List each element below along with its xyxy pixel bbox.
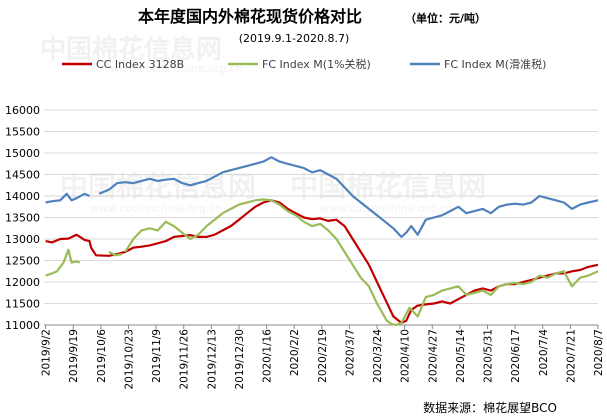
watermark-mid-url: www.cottonchina.org.cn — [90, 202, 222, 215]
series-line-3 — [45, 192, 90, 204]
x-tick-label: 2020/5/14 — [455, 329, 467, 383]
series-lines — [45, 156, 599, 327]
watermark-mid: 中国棉花信息网 — [60, 170, 256, 203]
watermark-right-url: www.cottonchina.org.cn — [320, 202, 452, 215]
chart-title: 本年度国内外棉花现货价格对比 — [138, 7, 362, 26]
x-tick-label: 2019/9/2 — [41, 329, 53, 376]
y-tick-label: 12500 — [5, 255, 40, 268]
series-line-3 — [98, 156, 599, 238]
series-line-2 — [45, 248, 81, 277]
y-tick-label: 16000 — [5, 104, 40, 117]
legend-label-1: CC Index 3128B — [96, 58, 184, 71]
x-tick-label: 2020/7/4 — [538, 329, 550, 376]
legend-label-3: FC Index M(滑准税) — [444, 57, 546, 71]
x-tick-label: 2019/11/9 — [151, 329, 163, 383]
y-tick-label: 14000 — [5, 190, 40, 203]
series-line-2 — [108, 250, 123, 257]
y-tick-label: 15000 — [5, 147, 40, 160]
x-tick-label: 2020/2/2 — [289, 329, 301, 376]
y-tick-label: 11000 — [5, 319, 40, 332]
y-tick-label: 13000 — [5, 233, 40, 246]
legend-label-2: FC Index M(1%关税) — [262, 57, 371, 71]
watermark-right: 中国棉花信息网 — [290, 170, 486, 203]
x-tick-label: 2019/10/23 — [123, 329, 135, 390]
x-tick-label: 2019/9/19 — [68, 329, 80, 383]
watermark-top-url: www.cottonchina.org.cn — [110, 62, 242, 75]
data-source: 数据来源：棉花展望BCO — [423, 400, 557, 415]
x-tick-label: 2020/4/10 — [400, 329, 412, 383]
series-line-2 — [124, 198, 599, 327]
y-tick-label: 15500 — [5, 126, 40, 139]
chart-unit-note: （单位：元/吨） — [405, 11, 486, 25]
x-tick-label: 2020/7/21 — [565, 329, 577, 383]
x-tick-label: 2020/6/17 — [510, 329, 522, 383]
x-tick-label: 2020/3/24 — [372, 329, 384, 383]
x-tick-label: 2020/3/7 — [344, 329, 356, 376]
y-tick-label: 13500 — [5, 212, 40, 225]
x-tick-label: 2020/8/7 — [593, 329, 605, 376]
x-axis: 2019/9/2 2019/9/19 2019/10/6 2019/10/23 2019… — [41, 324, 605, 390]
series-line-1 — [45, 199, 599, 324]
x-tick-label: 2020/5/31 — [483, 329, 495, 383]
x-tick-label: 2020/1/16 — [262, 329, 274, 383]
y-tick-label: 12000 — [5, 276, 40, 289]
x-tick-label: 2019/12/13 — [206, 329, 218, 390]
x-tick-label: 2020/2/19 — [317, 329, 329, 383]
legend: CC Index 3128B FC Index M(1%关税) FC Index M… — [62, 57, 546, 71]
x-tick-label: 2019/10/6 — [96, 329, 108, 383]
y-tick-label: 11500 — [5, 298, 40, 311]
x-tick-label: 2019/11/26 — [179, 329, 191, 390]
watermark-layer: 中国棉花信息网 www.cottonchina.org.cn 中国棉花信息网 w… — [40, 34, 486, 215]
y-axis: 11000 11500 12000 12500 13000 13500 14000 14500… — [5, 104, 40, 332]
x-tick-label: 2020/4/27 — [427, 329, 439, 383]
y-tick-label: 14500 — [5, 169, 40, 182]
chart-subtitle: (2019.9.1-2020.8.7) — [239, 32, 350, 45]
watermark-top: 中国棉花信息网 — [40, 34, 222, 65]
x-tick-label: 2019/12/30 — [234, 329, 246, 390]
